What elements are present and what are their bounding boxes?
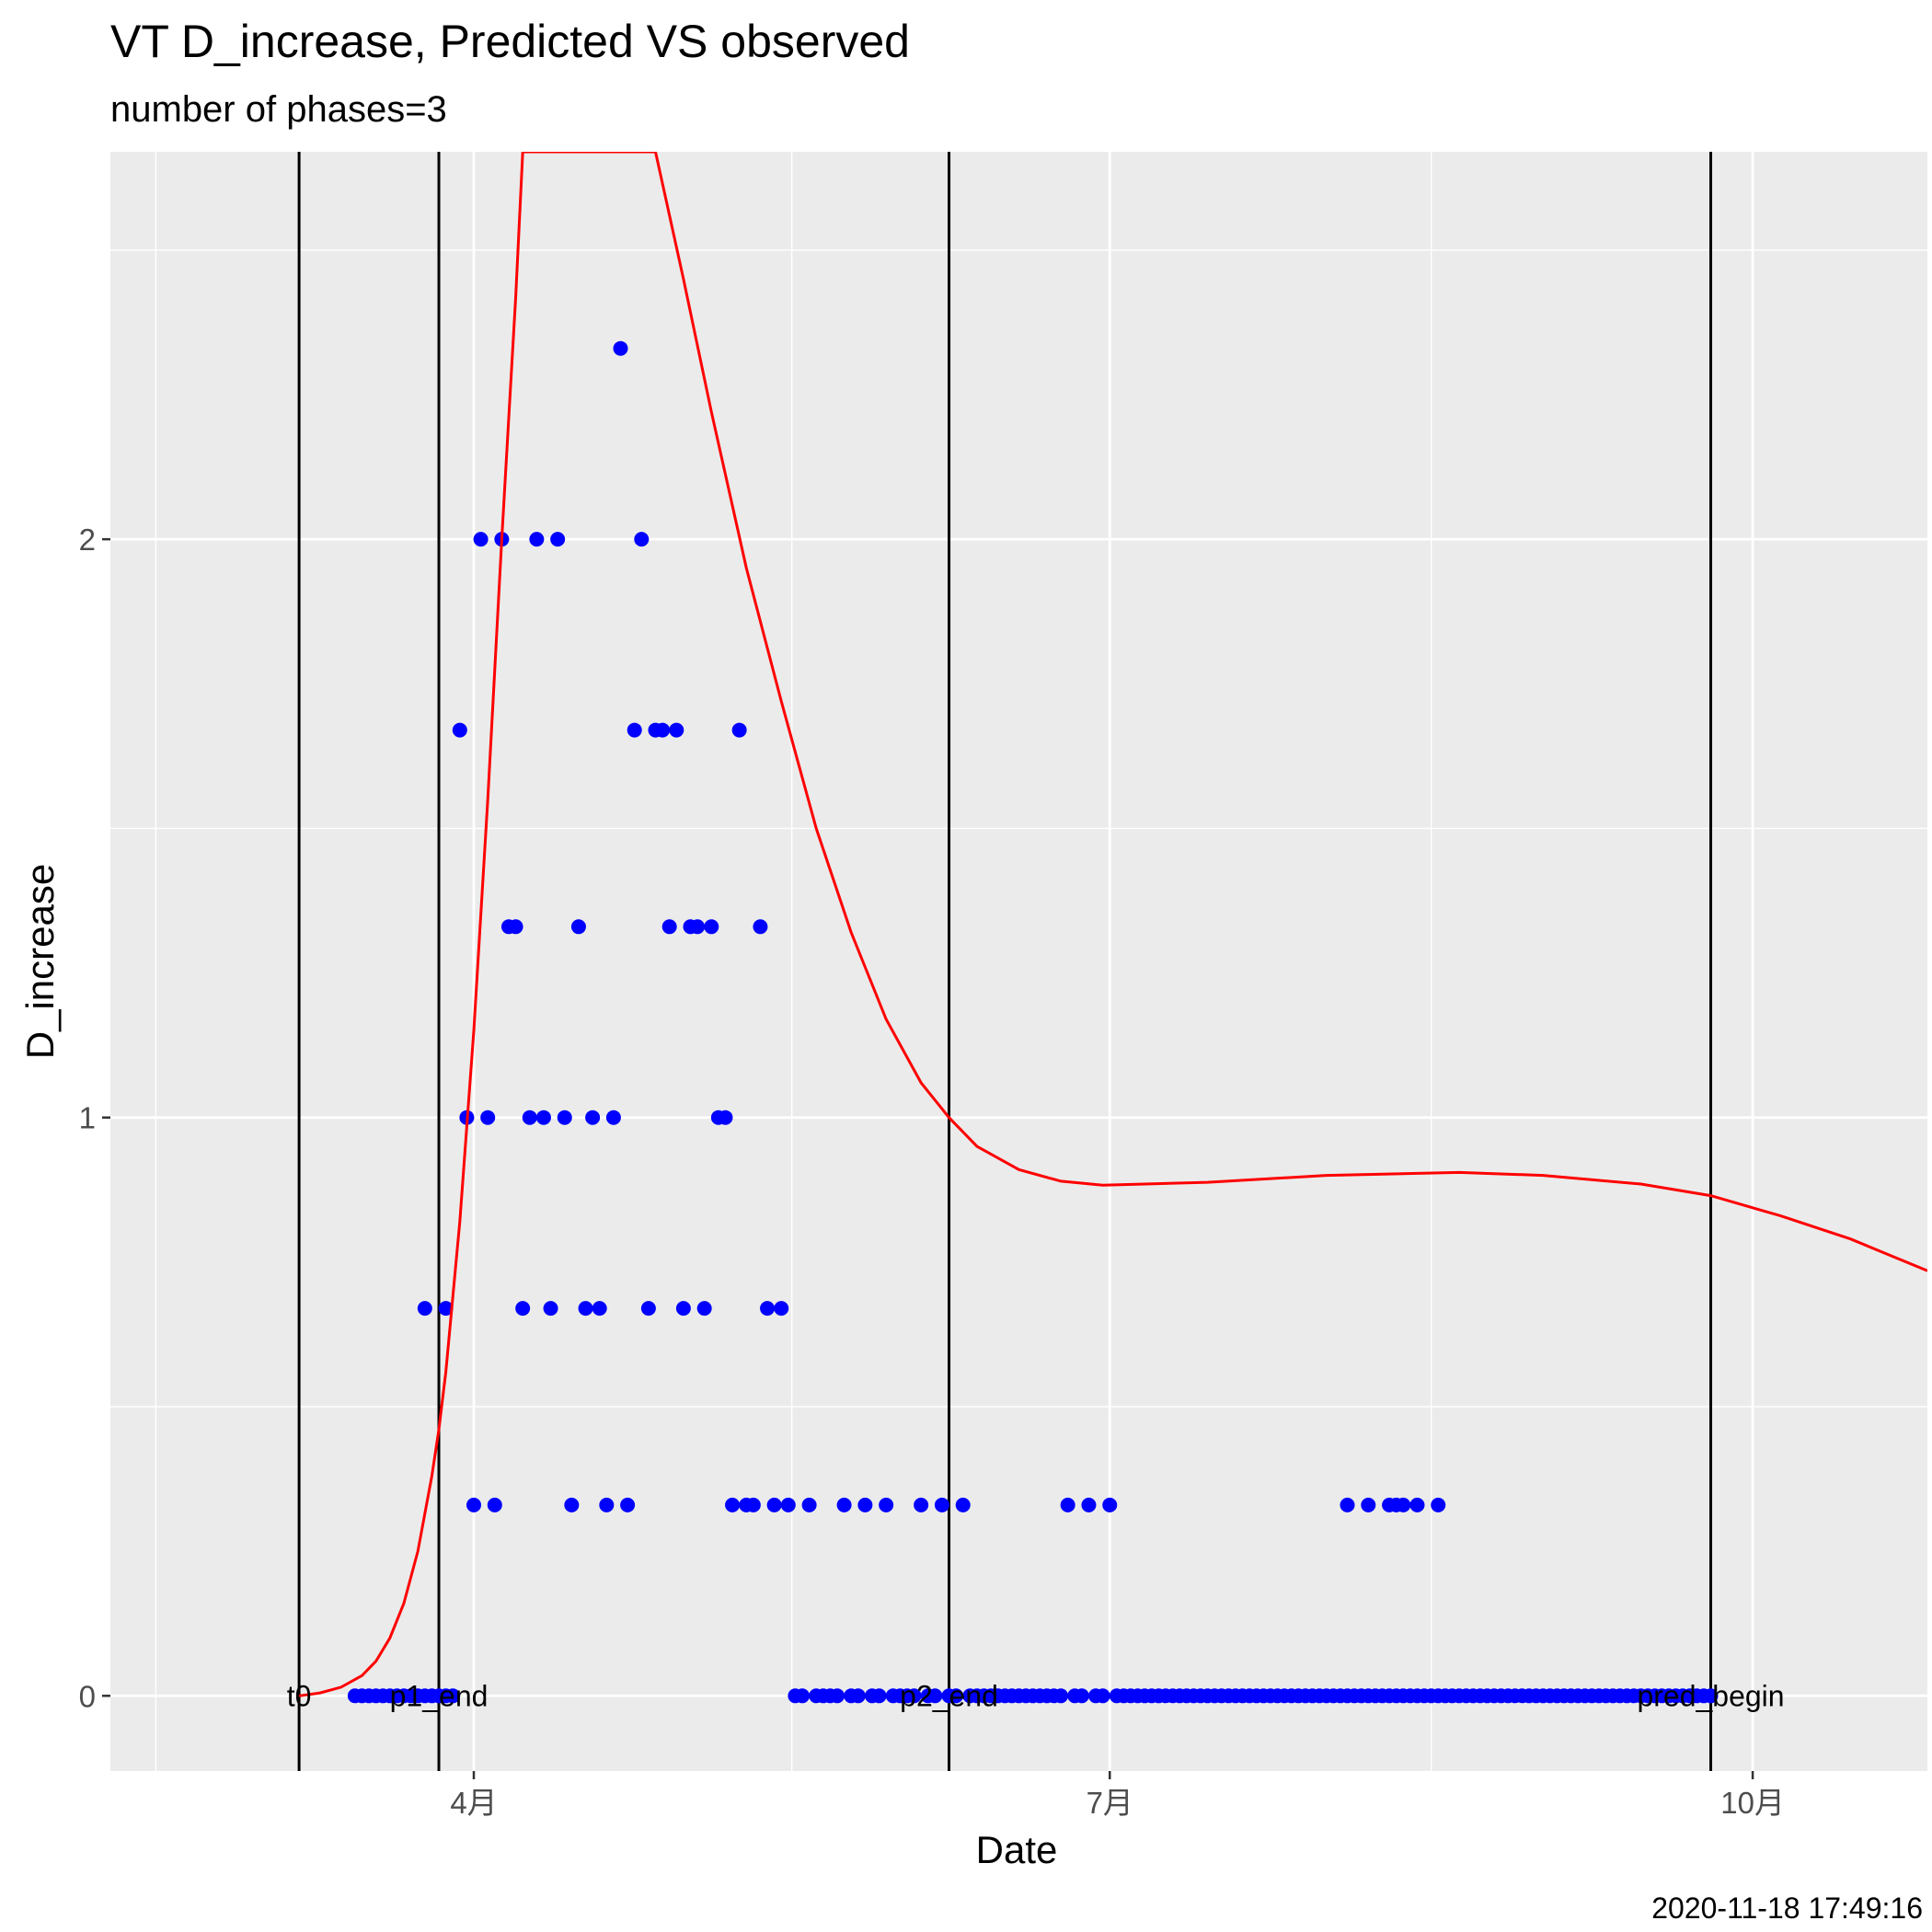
observed-point	[655, 722, 671, 738]
observed-point	[1060, 1497, 1075, 1512]
observed-point	[934, 1497, 949, 1512]
observed-point	[529, 532, 545, 547]
observed-point	[955, 1497, 971, 1512]
y-tick-label: 1	[79, 1101, 96, 1135]
observed-point	[613, 340, 628, 356]
observed-point	[599, 1497, 615, 1512]
observed-point	[557, 1110, 572, 1125]
observed-point	[487, 1497, 502, 1512]
plot-panel	[110, 152, 1927, 1771]
observed-point	[850, 1688, 866, 1704]
observed-point	[564, 1497, 580, 1512]
observed-point	[1396, 1497, 1411, 1512]
observed-point	[1081, 1497, 1097, 1512]
observed-point	[780, 1497, 796, 1512]
observed-point	[550, 532, 566, 547]
chart-title: VT D_increase, Predicted VS observed	[110, 16, 910, 67]
observed-point	[704, 919, 719, 935]
observed-point	[1074, 1688, 1089, 1704]
y-tick-label: 0	[79, 1679, 96, 1713]
observed-point	[522, 1110, 537, 1125]
observed-point	[417, 1301, 432, 1317]
phase-lines	[297, 152, 1713, 1771]
observed-point	[927, 1688, 943, 1704]
observed-point	[1361, 1497, 1376, 1512]
timestamp-caption: 2020-11-18 17:49:16	[1651, 1892, 1923, 1925]
observed-point	[592, 1301, 607, 1317]
observed-point	[570, 919, 586, 935]
observed-point	[690, 919, 706, 935]
observed-point	[1053, 1688, 1069, 1704]
observed-point	[675, 1301, 691, 1317]
observed-point	[766, 1497, 782, 1512]
x-tick-label: 7月	[1087, 1786, 1133, 1820]
x-tick-label: 4月	[450, 1786, 497, 1820]
phase-label: pred_begin	[1637, 1679, 1784, 1712]
phase-label: p1_end	[390, 1679, 489, 1712]
y-axis-title: D_increase	[18, 864, 62, 1059]
observed-point	[830, 1688, 845, 1704]
x-tick-label: 10月	[1720, 1786, 1785, 1820]
chart-subtitle: number of phases=3	[110, 89, 447, 130]
observed-point	[438, 1301, 454, 1317]
observed-point	[543, 1301, 558, 1317]
phase-labels: t0 p1_end p2_end pred_begin	[287, 1679, 1785, 1712]
observed-point	[949, 1688, 964, 1704]
observed-point	[508, 919, 523, 935]
phase-label: p2_end	[900, 1679, 998, 1712]
observed-point	[640, 1301, 656, 1317]
observed-point	[857, 1497, 873, 1512]
observed-point	[1431, 1497, 1446, 1512]
observed-point	[515, 1301, 531, 1317]
observed-point	[466, 1497, 481, 1512]
observed-point	[1095, 1688, 1110, 1704]
observed-point	[879, 1497, 894, 1512]
observed-point	[718, 1110, 733, 1125]
observed-point	[836, 1497, 852, 1512]
observed-point	[480, 1110, 496, 1125]
observed-point	[906, 1688, 922, 1704]
observed-point	[753, 919, 768, 935]
observed-point	[745, 1497, 761, 1512]
observed-point	[1102, 1497, 1118, 1512]
observed-point	[725, 1497, 741, 1512]
observed-point	[445, 1688, 461, 1704]
observed-point	[535, 1110, 551, 1125]
observed-point	[795, 1688, 811, 1704]
observed-point	[452, 722, 467, 738]
y-tick-label: 2	[79, 523, 96, 557]
observed-point	[473, 532, 489, 547]
observed-point	[669, 722, 684, 738]
observed-points	[347, 340, 1719, 1704]
observed-point	[731, 722, 747, 738]
observed-point	[1409, 1497, 1425, 1512]
observed-point	[605, 1110, 621, 1125]
observed-point	[620, 1497, 636, 1512]
x-axis: 4月 7月 10月	[450, 1771, 1785, 1820]
observed-point	[1340, 1497, 1355, 1512]
observed-point	[871, 1688, 887, 1704]
predicted-line	[298, 152, 1927, 1697]
observed-point	[585, 1110, 601, 1125]
observed-point	[914, 1497, 929, 1512]
observed-point	[578, 1301, 593, 1317]
observed-point	[661, 919, 677, 935]
observed-point	[696, 1301, 712, 1317]
observed-point	[801, 1497, 817, 1512]
x-axis-title: Date	[976, 1828, 1058, 1871]
observed-point	[760, 1301, 776, 1317]
observed-point	[774, 1301, 789, 1317]
predicted-curve	[298, 152, 1927, 1697]
y-axis: 0 1 2	[79, 523, 110, 1713]
observed-point	[1703, 1688, 1719, 1704]
phase-label: t0	[287, 1679, 312, 1712]
observed-point	[634, 532, 650, 547]
observed-point	[627, 722, 642, 738]
